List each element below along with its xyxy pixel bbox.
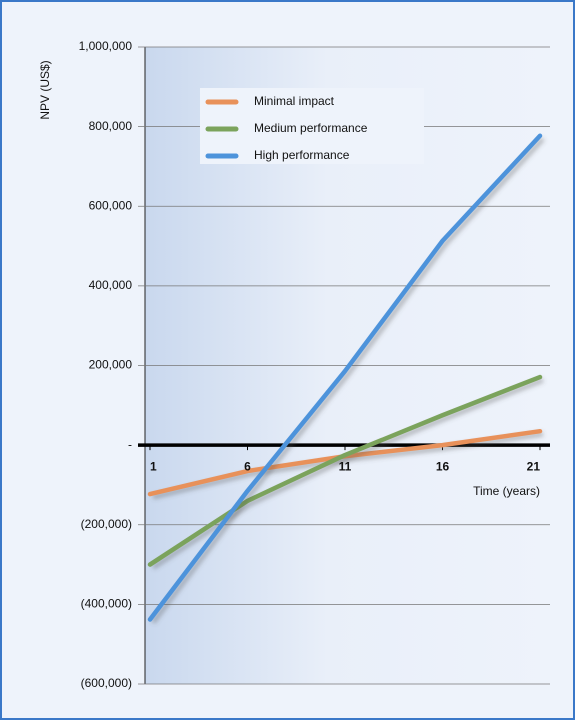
y-axis-title: NPV (US$): [38, 60, 52, 119]
y-tick-label: (600,000): [81, 676, 132, 690]
y-tick-label: 200,000: [89, 358, 133, 372]
legend-label: Minimal impact: [254, 94, 335, 108]
line-shadow: [151, 377, 544, 570]
y-tick-label: 800,000: [89, 119, 133, 133]
y-tick-label: (200,000): [81, 517, 132, 531]
series-line: [147, 133, 543, 622]
y-tick-label: 600,000: [89, 198, 133, 212]
legend-label: High performance: [254, 148, 350, 162]
y-tick-label: 1,000,000: [79, 39, 133, 53]
x-tick-label: 11: [339, 459, 352, 473]
line-shadow: [151, 137, 545, 625]
x-tick-label: 21: [527, 459, 541, 473]
legend-label: Medium performance: [254, 121, 368, 135]
x-tick-label: 16: [436, 459, 450, 473]
x-tick-label: 6: [244, 459, 251, 473]
y-tick-label: (400,000): [81, 597, 132, 611]
y-tick-label: 400,000: [89, 278, 133, 292]
x-axis-title: Time (years): [473, 484, 540, 498]
series-line: [147, 374, 543, 567]
y-tick-label: -: [128, 437, 132, 451]
x-tick-label: 1: [150, 459, 157, 473]
